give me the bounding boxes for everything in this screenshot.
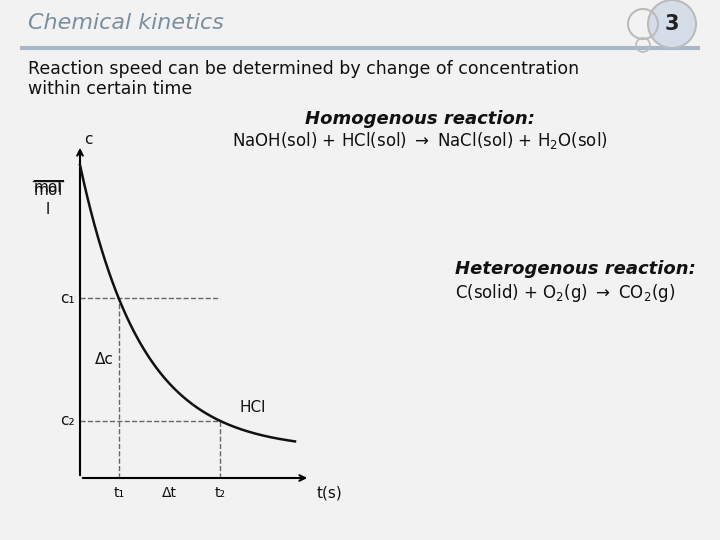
Text: Homogenous reaction:: Homogenous reaction: (305, 110, 535, 128)
Text: 3: 3 (665, 14, 679, 34)
Text: l: l (46, 202, 50, 217)
Text: Δc: Δc (95, 352, 114, 367)
Circle shape (648, 0, 696, 48)
Text: within certain time: within certain time (28, 80, 192, 98)
Text: Δt: Δt (162, 486, 176, 500)
Text: Heterogenous reaction:: Heterogenous reaction: (455, 260, 696, 278)
Text: HCl: HCl (240, 400, 266, 415)
Text: c: c (84, 132, 92, 147)
Text: Reaction speed can be determined by change of concentration: Reaction speed can be determined by chan… (28, 60, 579, 78)
Text: t₂: t₂ (215, 486, 225, 500)
Text: Chemical kinetics: Chemical kinetics (28, 13, 224, 33)
Text: c₂: c₂ (60, 413, 75, 428)
Text: $\overline{\mathregular{mol}}$: $\overline{\mathregular{mol}}$ (33, 180, 63, 200)
Text: C(solid) + O$_2$(g) $\rightarrow$ CO$_2$(g): C(solid) + O$_2$(g) $\rightarrow$ CO$_2$… (455, 282, 675, 304)
Text: c₁: c₁ (60, 291, 75, 306)
Text: t₁: t₁ (113, 486, 125, 500)
Text: t(s): t(s) (317, 486, 343, 501)
Text: mol: mol (34, 180, 62, 195)
Text: NaOH(sol) + HCl(sol) $\rightarrow$ NaCl(sol) + H$_2$O(sol): NaOH(sol) + HCl(sol) $\rightarrow$ NaCl(… (232, 130, 608, 151)
